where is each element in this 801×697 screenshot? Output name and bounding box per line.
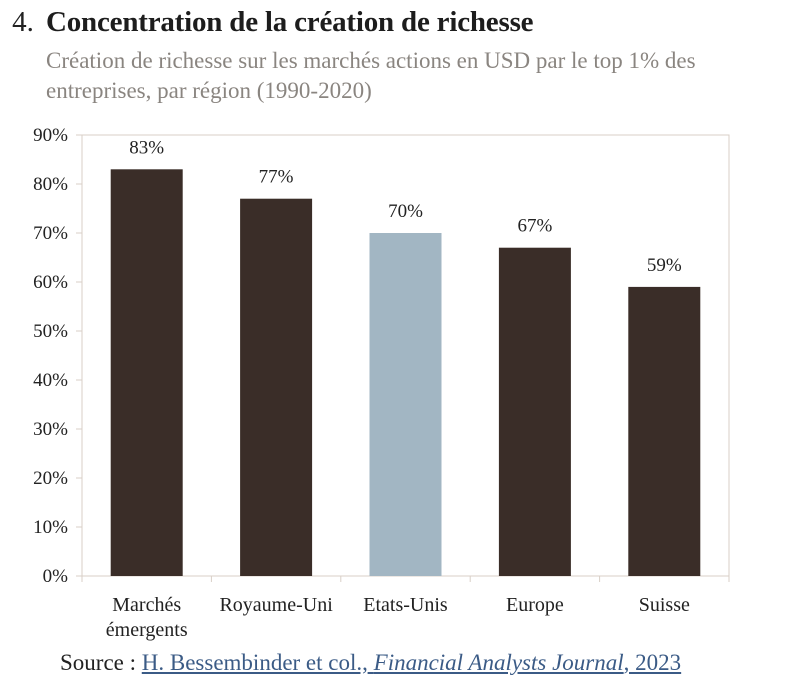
y-tick-label: 60% bbox=[33, 272, 68, 293]
bar-value-label: 70% bbox=[388, 201, 423, 222]
y-tick-label: 40% bbox=[33, 370, 68, 391]
source-label: Source : bbox=[60, 650, 137, 675]
source-authors: H. Bessembinder et col., bbox=[141, 650, 368, 675]
y-tick-label: 30% bbox=[33, 419, 68, 440]
bar bbox=[369, 233, 442, 576]
chart-header: 4. Concentration de la création de riche… bbox=[0, 6, 801, 106]
x-category-label: émergents bbox=[106, 619, 188, 641]
source-line: Source : H. Bessembinder et col., Financ… bbox=[60, 650, 681, 676]
y-tick-label: 90% bbox=[33, 125, 68, 146]
bar-value-label: 77% bbox=[259, 167, 294, 188]
bar-chart: 0% 10% 20% 30% 40% 50% 60% 70% 80% 90% 83% Marchés é… bbox=[33, 125, 730, 641]
bar bbox=[240, 198, 313, 576]
x-category-label: Marchés bbox=[112, 594, 181, 616]
bar bbox=[110, 169, 183, 577]
bar-value-label: 83% bbox=[129, 137, 164, 158]
bar-value-label: 59% bbox=[647, 255, 682, 276]
bar bbox=[628, 286, 701, 576]
source-year: , 2023 bbox=[623, 650, 682, 675]
x-category-label: Suisse bbox=[639, 594, 690, 616]
x-category-label: Royaume-Uni bbox=[219, 594, 333, 616]
y-tick-label: 80% bbox=[33, 174, 68, 195]
bar-value-label: 67% bbox=[517, 216, 552, 237]
y-tick-label: 70% bbox=[33, 223, 68, 244]
chart-title: Concentration de la création de richesse bbox=[46, 6, 534, 38]
y-tick-label: 50% bbox=[33, 321, 68, 342]
x-category-label: Europe bbox=[506, 594, 564, 616]
x-category-label: Etats-Unis bbox=[363, 594, 448, 616]
y-tick-label: 20% bbox=[33, 468, 68, 489]
title-row: 4. Concentration de la création de riche… bbox=[0, 6, 801, 44]
source-journal: Financial Analysts Journal bbox=[373, 650, 624, 675]
y-tick-label: 10% bbox=[33, 517, 68, 538]
chart-subtitle: Création de richesse sur les marchés act… bbox=[46, 48, 696, 103]
y-tick-label: 0% bbox=[43, 566, 69, 587]
chart-number: 4. bbox=[12, 6, 34, 38]
bar bbox=[498, 247, 571, 576]
source-link[interactable]: H. Bessembinder et col., Financial Analy… bbox=[142, 650, 681, 675]
